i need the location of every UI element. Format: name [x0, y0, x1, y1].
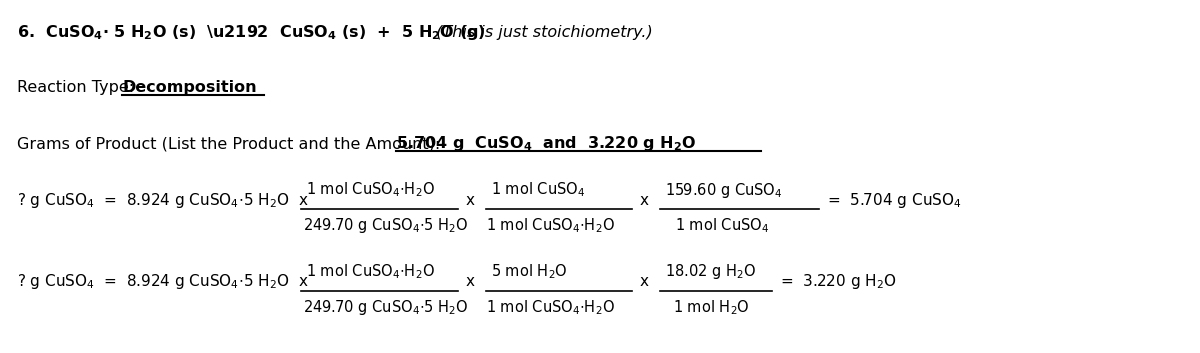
Text: x: x [466, 274, 475, 289]
Text: 1 mol $\mathregular{CuSO_4}$$\mathregular{\cdot}$$\mathregular{H_2}$O: 1 mol $\mathregular{CuSO_4}$$\mathregula… [306, 262, 436, 281]
Text: 1 mol $\mathregular{CuSO_4}$$\mathregular{\cdot}$$\mathregular{H_2}$O: 1 mol $\mathregular{CuSO_4}$$\mathregula… [306, 181, 436, 199]
Text: 159.60 g $\mathregular{CuSO_4}$: 159.60 g $\mathregular{CuSO_4}$ [665, 181, 782, 200]
Text: (This is just stoichiometry.): (This is just stoichiometry.) [426, 25, 653, 40]
Text: 1 mol $\mathregular{H_2}$O: 1 mol $\mathregular{H_2}$O [673, 298, 749, 317]
Text: 1 mol $\mathregular{CuSO_4}$$\mathregular{\cdot}$$\mathregular{H_2}$O: 1 mol $\mathregular{CuSO_4}$$\mathregula… [486, 298, 614, 317]
Text: Decomposition: Decomposition [122, 80, 257, 95]
Text: 5 mol $\mathregular{H_2}$O: 5 mol $\mathregular{H_2}$O [491, 262, 568, 281]
Text: Reaction Type:: Reaction Type: [17, 80, 139, 95]
Text: ? g $\mathregular{CuSO_4}$  =  8.924 g $\mathregular{CuSO_4}$$\mathregular{\cdot: ? g $\mathregular{CuSO_4}$ = 8.924 g $\m… [17, 272, 308, 291]
Text: 18.02 g $\mathregular{H_2}$O: 18.02 g $\mathregular{H_2}$O [665, 262, 756, 281]
Text: 1 mol $\mathregular{CuSO_4}$$\mathregular{\cdot}$$\mathregular{H_2}$O: 1 mol $\mathregular{CuSO_4}$$\mathregula… [486, 216, 614, 235]
Text: x: x [466, 192, 475, 208]
Text: 249.70 g $\mathregular{CuSO_4}$$\mathregular{\cdot}$5 $\mathregular{H_2}$O: 249.70 g $\mathregular{CuSO_4}$$\mathreg… [304, 298, 469, 317]
Text: =  3.220 g $\mathregular{H_2}$O: = 3.220 g $\mathregular{H_2}$O [780, 272, 896, 291]
Text: x: x [640, 192, 649, 208]
Text: 1 mol $\mathregular{CuSO_4}$: 1 mol $\mathregular{CuSO_4}$ [491, 181, 584, 199]
Text: =  5.704 g $\mathregular{CuSO_4}$: = 5.704 g $\mathregular{CuSO_4}$ [827, 191, 961, 210]
Text: 5.704 g  $\mathregular{CuSO_4}$  and  3.220 g $\mathregular{H_2}$O: 5.704 g $\mathregular{CuSO_4}$ and 3.220… [396, 134, 696, 154]
Text: 6.  $\mathregular{CuSO_4}$$\mathregular{\cdot}$ 5 $\mathregular{H_2}$O (s)  \u21: 6. $\mathregular{CuSO_4}$$\mathregular{\… [17, 23, 485, 42]
Text: 1 mol $\mathregular{CuSO_4}$: 1 mol $\mathregular{CuSO_4}$ [674, 216, 769, 235]
Text: 249.70 g $\mathregular{CuSO_4}$$\mathregular{\cdot}$5 $\mathregular{H_2}$O: 249.70 g $\mathregular{CuSO_4}$$\mathreg… [304, 216, 469, 235]
Text: Grams of Product (List the Product and the Amount):: Grams of Product (List the Product and t… [17, 137, 450, 151]
Text: x: x [640, 274, 649, 289]
Text: ? g $\mathregular{CuSO_4}$  =  8.924 g $\mathregular{CuSO_4}$$\mathregular{\cdot: ? g $\mathregular{CuSO_4}$ = 8.924 g $\m… [17, 191, 308, 210]
